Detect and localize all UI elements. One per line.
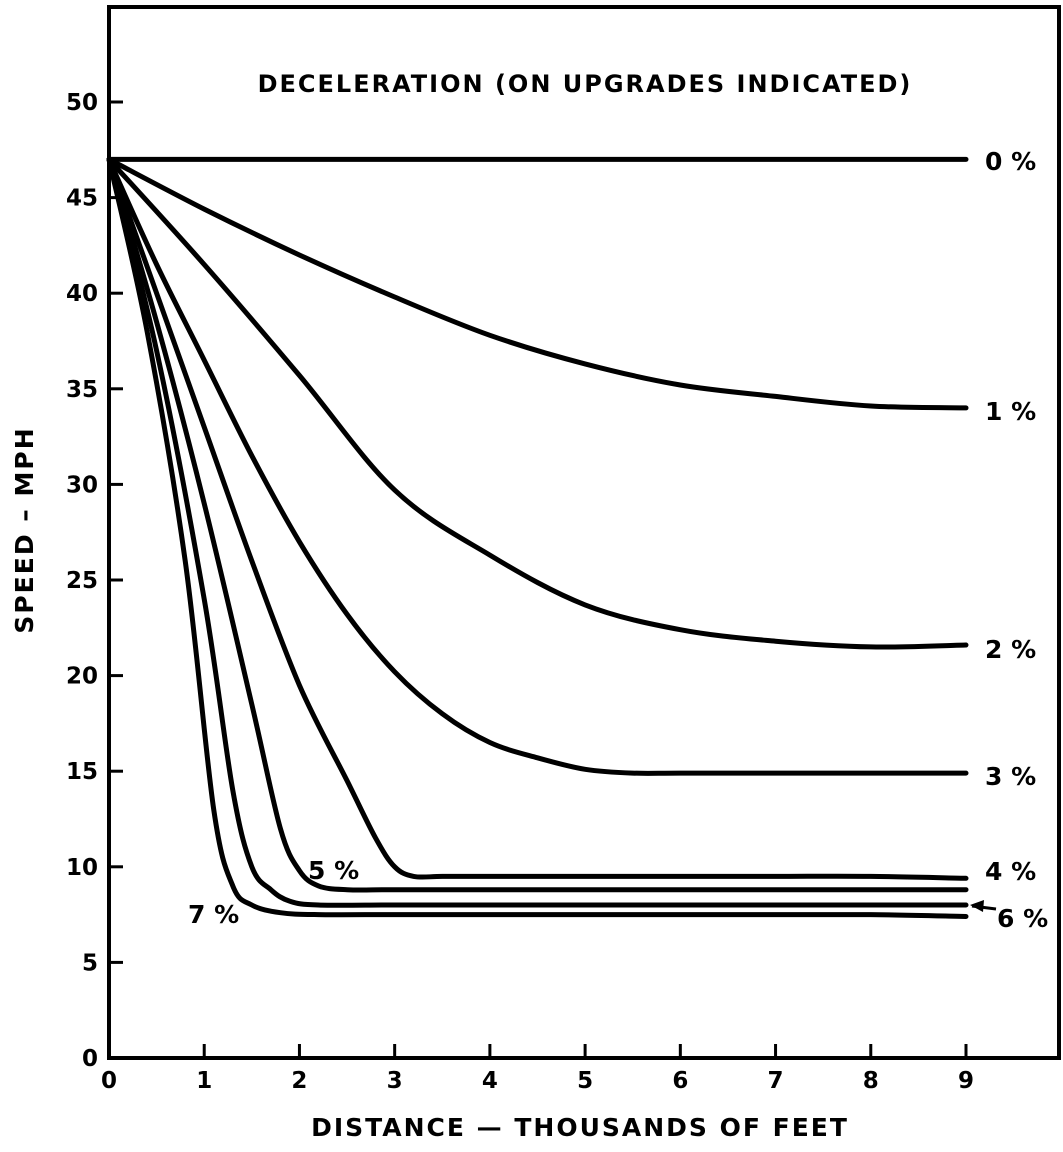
y-tick-label-30: 30 — [66, 472, 98, 498]
curve-5-percent — [106, 156, 969, 893]
curve-4-percent — [106, 156, 969, 881]
x-tick-label-5: 5 — [577, 1068, 593, 1094]
curve-6-percent — [106, 156, 969, 908]
series-curves — [106, 156, 969, 919]
y-tick-label-0: 0 — [82, 1046, 98, 1072]
y-tick-label-5: 5 — [82, 950, 98, 976]
x-tick-label-3: 3 — [387, 1068, 403, 1094]
x-tick-label-8: 8 — [863, 1068, 879, 1094]
chart-title: DECELERATION (ON UPGRADES INDICATED) — [258, 70, 913, 98]
y-tick-label-20: 20 — [66, 664, 98, 690]
arrow-6-percent-head — [970, 900, 984, 913]
y-tick-label-10: 10 — [66, 855, 98, 881]
x-tick-label-6: 6 — [672, 1068, 688, 1094]
series-label-0-percent: 0 % — [985, 147, 1036, 176]
series-labels: 0 % 1 % 2 % 3 % 4 % 5 % 6 % 7 % — [188, 147, 1048, 933]
x-tick-label-4: 4 — [482, 1068, 498, 1094]
series-label-3-percent: 3 % — [985, 762, 1036, 791]
series-label-7-percent: 7 % — [188, 900, 239, 929]
series-label-4-percent: 4 % — [985, 857, 1036, 886]
y-tick-label-50: 50 — [66, 90, 98, 116]
y-tick-label-35: 35 — [66, 377, 98, 403]
curve-2-percent — [106, 156, 969, 650]
plot-frame — [107, 5, 1061, 1060]
series-label-6-percent: 6 % — [997, 904, 1048, 933]
y-tick-label-40: 40 — [66, 281, 98, 307]
curve-3-percent — [106, 156, 969, 776]
series-label-5-percent: 5 % — [308, 856, 359, 885]
y-tick-label-25: 25 — [66, 568, 98, 594]
x-tick-label-1: 1 — [196, 1068, 212, 1094]
x-tick-label-2: 2 — [291, 1068, 307, 1094]
y-tick-label-45: 45 — [66, 186, 98, 212]
x-tick-label-7: 7 — [768, 1068, 784, 1094]
curve-1-percent — [106, 156, 969, 411]
series-label-1-percent: 1 % — [985, 397, 1036, 426]
x-axis-title: DISTANCE — THOUSANDS OF FEET — [311, 1113, 849, 1142]
curve-7-percent — [106, 156, 969, 919]
y-axis-title: SPEED – MPH — [10, 426, 39, 633]
y-tick-label-15: 15 — [66, 759, 98, 785]
x-tick-label-9: 9 — [958, 1068, 974, 1094]
series-label-2-percent: 2 % — [985, 635, 1036, 664]
x-tick-label-0: 0 — [101, 1068, 117, 1094]
